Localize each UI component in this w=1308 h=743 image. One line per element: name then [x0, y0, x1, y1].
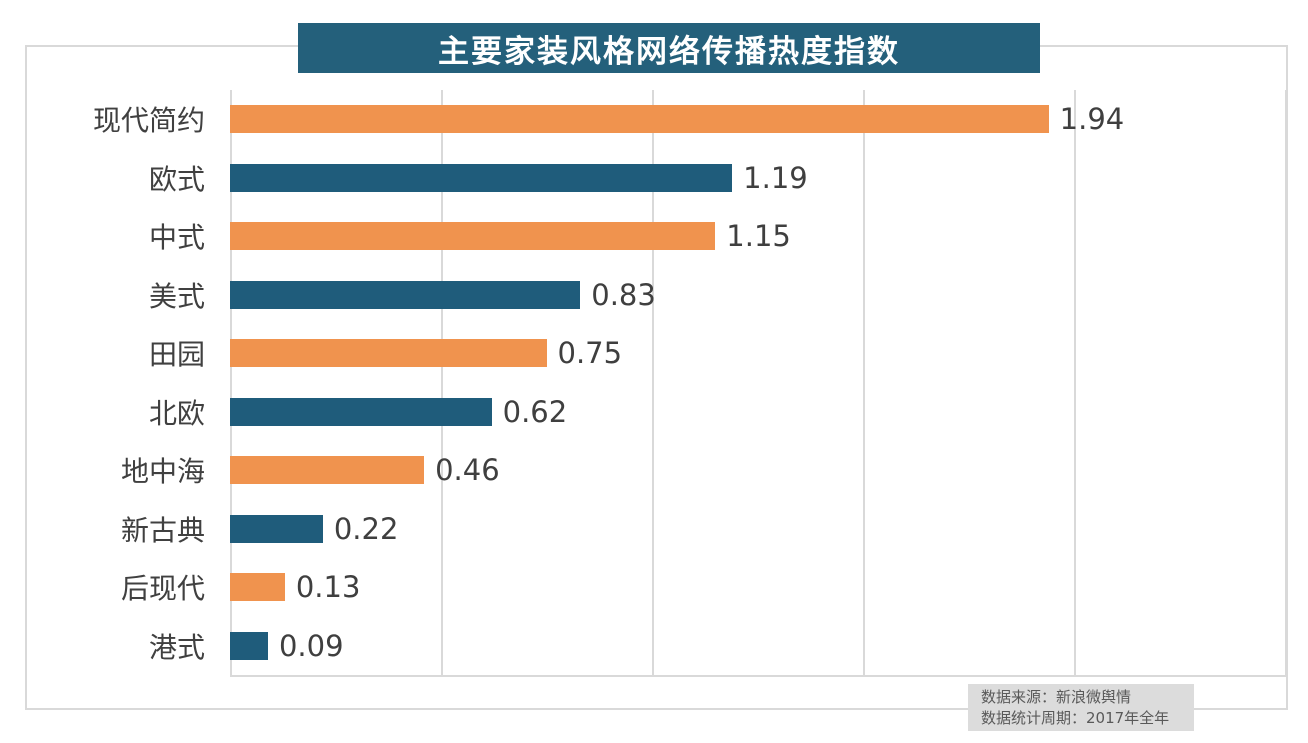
- category-label: 港式: [148, 630, 205, 664]
- bar: [230, 222, 716, 251]
- data-source-box: 数据来源：新浪微舆情 数据统计周期：2017年全年: [968, 684, 1194, 731]
- chart-title-box: 主要家装风格网络传播热度指数: [298, 23, 1040, 73]
- bar: [230, 163, 733, 192]
- category-label: 地中海: [120, 455, 205, 489]
- gridline: [1074, 90, 1076, 675]
- category-label: 新古典: [120, 513, 205, 547]
- bar: [230, 631, 268, 660]
- value-label: 0.83: [591, 277, 656, 312]
- x-axis-line: [230, 675, 1287, 677]
- category-label: 北欧: [148, 396, 205, 430]
- data-period-line: 数据统计周期：2017年全年: [981, 708, 1170, 727]
- bar: [230, 280, 581, 309]
- category-label: 现代简约: [92, 104, 205, 138]
- gridline: [441, 90, 443, 675]
- value-label: 1.19: [743, 160, 808, 195]
- value-label: 0.13: [295, 570, 361, 605]
- value-label: 0.22: [333, 511, 399, 546]
- value-label: 0.62: [502, 394, 568, 429]
- bar: [230, 339, 547, 368]
- value-label: 0.09: [278, 628, 344, 663]
- category-label: 欧式: [148, 162, 205, 196]
- chart-title: 主要家装风格网络传播热度指数: [438, 33, 900, 70]
- value-label: 1.94: [1059, 102, 1125, 137]
- bar: [230, 397, 492, 426]
- gridline: [863, 90, 865, 675]
- value-label: 0.75: [557, 336, 623, 371]
- y-axis-line: [230, 90, 232, 675]
- bar: [230, 105, 1049, 134]
- category-label: 美式: [148, 279, 205, 313]
- gridline: [1285, 90, 1287, 675]
- gridline: [652, 90, 654, 675]
- bar: [230, 573, 285, 602]
- value-label: 0.46: [435, 453, 500, 488]
- bar: [230, 514, 323, 543]
- value-label: 1.15: [726, 219, 791, 254]
- category-label: 中式: [148, 221, 205, 255]
- bar: [230, 456, 425, 485]
- data-source-line: 数据来源：新浪微舆情: [981, 687, 1132, 706]
- category-label: 后现代: [120, 572, 205, 606]
- category-label: 田园: [148, 338, 205, 372]
